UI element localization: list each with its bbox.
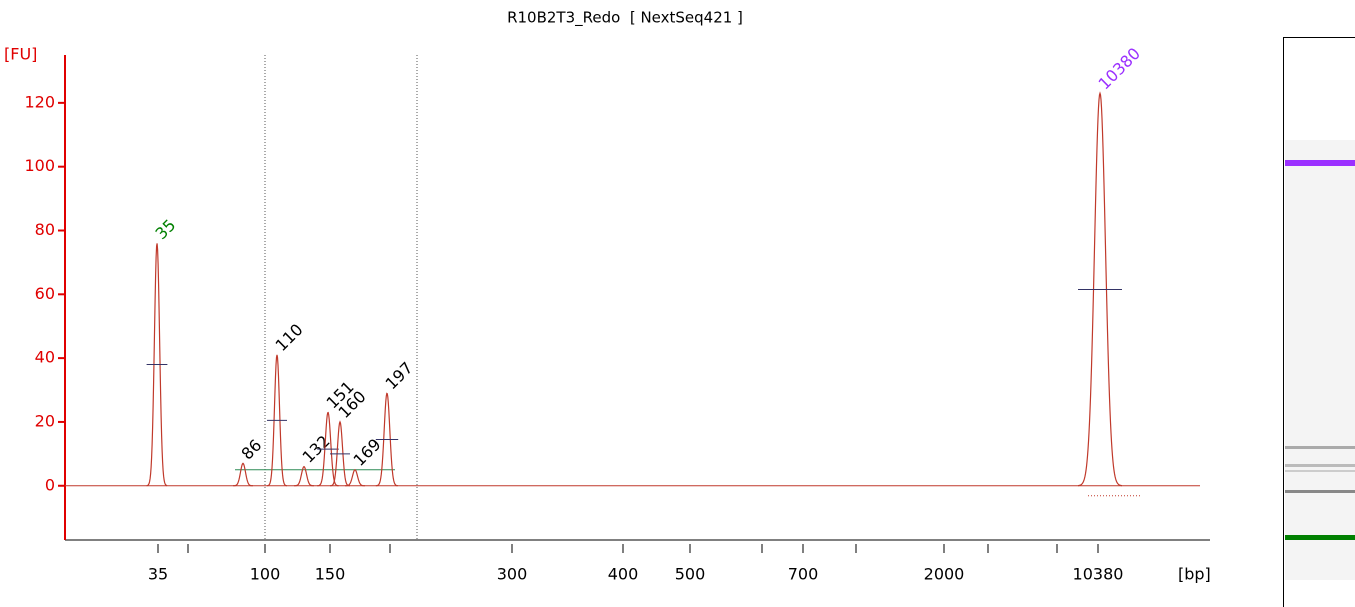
- peak: [344, 469, 366, 487]
- gel-band: [1285, 490, 1355, 493]
- chart-title: R10B2T3_Redo [ NextSeq421 ]: [507, 9, 743, 28]
- y-tick-label: 60: [35, 284, 55, 303]
- gel-band: [1285, 160, 1355, 166]
- y-tick-label: 100: [24, 156, 55, 175]
- x-tick-label: 100: [250, 565, 281, 584]
- gel-band: [1285, 464, 1355, 467]
- x-tick-label: 35: [148, 565, 168, 584]
- gel-background: [1285, 140, 1355, 580]
- x-tick-label: 10380: [1073, 565, 1124, 584]
- peak-label: 110: [272, 320, 307, 355]
- peak: [146, 243, 168, 487]
- x-tick-label: 700: [788, 565, 819, 584]
- peak: [375, 392, 398, 487]
- peak: [267, 354, 287, 487]
- gel-lane: [1283, 37, 1355, 607]
- y-tick-label: 20: [35, 411, 55, 430]
- x-tick-label: 400: [608, 565, 639, 584]
- peak: [330, 420, 350, 487]
- peak-label: 86: [238, 436, 266, 464]
- x-axis-label: [bp]: [1178, 565, 1211, 584]
- gel-band: [1285, 446, 1355, 449]
- y-tick-label: 0: [45, 475, 55, 494]
- x-tick-label: 300: [497, 565, 528, 584]
- x-tick-label: 500: [675, 565, 706, 584]
- peak: [233, 462, 253, 487]
- y-tick-label: 120: [24, 92, 55, 111]
- y-axis-label: [FU]: [4, 45, 37, 64]
- peak-label: 169: [350, 435, 385, 470]
- peak-label: 10380: [1095, 44, 1144, 93]
- peak-label: 197: [382, 358, 417, 393]
- x-tick-label: 150: [315, 565, 346, 584]
- peak: [1078, 91, 1122, 487]
- x-tick-label: 2000: [924, 565, 965, 584]
- gel-band: [1285, 470, 1355, 472]
- peak: [317, 411, 339, 487]
- gel-band: [1285, 535, 1355, 540]
- y-tick-label: 80: [35, 220, 55, 239]
- peak: [293, 465, 315, 487]
- y-tick-label: 40: [35, 348, 55, 367]
- peak-label: 35: [152, 215, 180, 243]
